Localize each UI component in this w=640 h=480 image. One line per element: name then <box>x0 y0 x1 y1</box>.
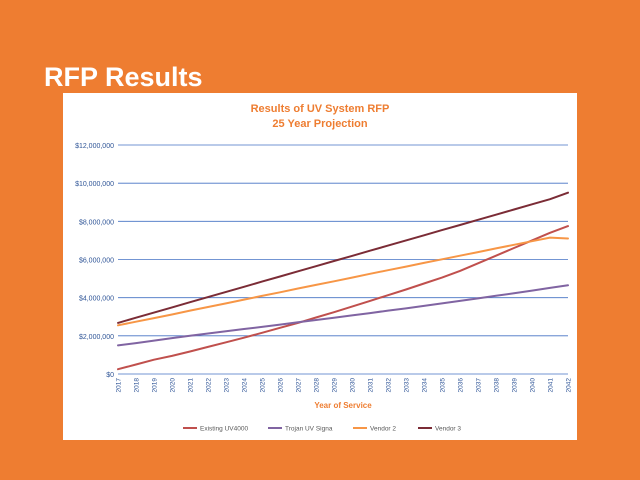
series-line-4 <box>117 191 569 324</box>
x-tick-label: 2036 <box>458 378 465 393</box>
slide-title: RFP Results <box>44 62 203 92</box>
chart-panel: Results of UV System RFP 25 Year Project… <box>63 93 577 440</box>
series-line-1 <box>117 225 569 371</box>
x-tick-label: 2022 <box>206 378 213 393</box>
line-chart: $0 $2,000,000 $4,000,000 $6,000,000 $8,000,0… <box>75 143 573 433</box>
y-tick-label: $2,000,000 <box>79 334 114 341</box>
x-tick-label: 2041 <box>548 378 555 393</box>
x-tick-label: 2034 <box>422 378 429 393</box>
x-tick-label: 2024 <box>242 378 249 393</box>
x-tick-label: 2037 <box>476 378 483 393</box>
x-tick-label: 2040 <box>530 378 537 393</box>
x-tick-label: 2025 <box>260 378 267 393</box>
x-tick-label: 2038 <box>494 378 501 393</box>
legend-label: Vendor 2 <box>370 426 396 433</box>
x-tick-label: 2027 <box>296 378 303 393</box>
legend: Existing UV4000 Trojan UV Signa Vendor 2 Ve… <box>183 426 461 433</box>
x-tick-label: 2021 <box>188 378 195 393</box>
x-tick-label: 2032 <box>386 378 393 393</box>
x-tick-label: 2029 <box>332 378 339 393</box>
grid-lines <box>118 144 568 375</box>
series-lines <box>117 191 569 371</box>
y-tick-label: $0 <box>106 372 114 379</box>
x-tick-label: 2031 <box>368 378 375 393</box>
x-tick-label: 2035 <box>440 378 447 393</box>
x-axis-label: Year of Service <box>314 401 372 410</box>
x-tick-label: 2039 <box>512 378 519 393</box>
chart-title: Results of UV System RFP <box>250 103 390 115</box>
series-line-2 <box>117 284 569 347</box>
legend-label: Trojan UV Signa <box>285 426 333 433</box>
x-tick-label: 2017 <box>116 378 123 393</box>
y-tick-label: $8,000,000 <box>79 219 114 226</box>
y-tick-label: $4,000,000 <box>79 296 114 303</box>
x-tick-label: 2030 <box>350 378 357 393</box>
x-tick-label: 2018 <box>134 378 141 393</box>
x-tick-label: 2033 <box>404 378 411 393</box>
x-tick-labels: 2017 2018 2019 2020 2021 2022 2023 2024 2025 2026… <box>116 378 573 393</box>
y-tick-labels: $0 $2,000,000 $4,000,000 $6,000,000 $8,000,0… <box>75 143 114 379</box>
x-tick-label: 2019 <box>152 378 159 393</box>
y-tick-label: $12,000,000 <box>75 143 114 150</box>
legend-label: Existing UV4000 <box>200 426 248 433</box>
legend-label: Vendor 3 <box>435 426 461 433</box>
chart-subtitle: 25 Year Projection <box>272 118 368 130</box>
x-tick-label: 2020 <box>170 378 177 393</box>
x-tick-label: 2028 <box>314 378 321 393</box>
y-tick-label: $10,000,000 <box>75 181 114 188</box>
y-tick-label: $6,000,000 <box>79 258 114 265</box>
x-tick-label: 2042 <box>566 378 573 393</box>
x-tick-label: 2023 <box>224 378 231 393</box>
x-tick-label: 2026 <box>278 378 285 393</box>
series-line-3 <box>117 236 569 327</box>
